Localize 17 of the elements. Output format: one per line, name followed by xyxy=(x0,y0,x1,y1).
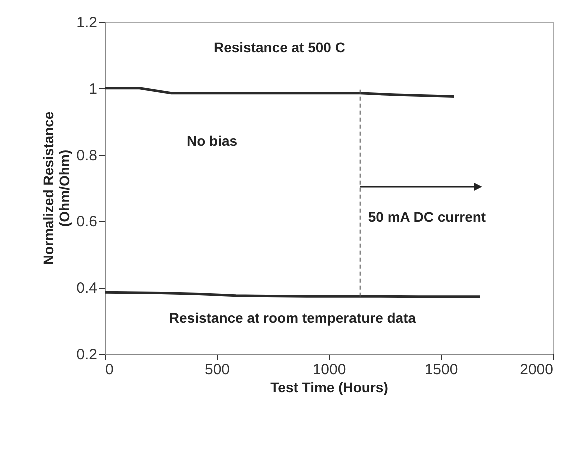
y-tick-label: 1 xyxy=(89,80,98,98)
y-tick-label: 1.2 xyxy=(76,14,98,32)
y-tick-label: 0.8 xyxy=(76,147,98,164)
x-tick-label: 2000 xyxy=(520,362,554,378)
annotation: No bias xyxy=(186,133,238,149)
x-tick-label: 1000 xyxy=(312,362,346,378)
annotation: 50 mA DC current xyxy=(368,209,486,225)
x-tick-label: 1500 xyxy=(424,362,458,378)
y-tick-label: 0.4 xyxy=(76,280,98,298)
y-tick-label: 0.2 xyxy=(76,346,98,364)
y-axis-title: Normalized Resistance (Ohm/Ohm) xyxy=(40,112,73,266)
text: Resistance at 500 C xyxy=(214,40,346,56)
y-tick-label: 0.6 xyxy=(76,214,98,231)
series-label: Resistance at room temperature data xyxy=(169,310,416,326)
x-axis-title: Test Time (Hours) xyxy=(270,380,388,396)
x-tick-label: 0 xyxy=(106,362,114,378)
x-tick-label: 500 xyxy=(204,362,230,378)
